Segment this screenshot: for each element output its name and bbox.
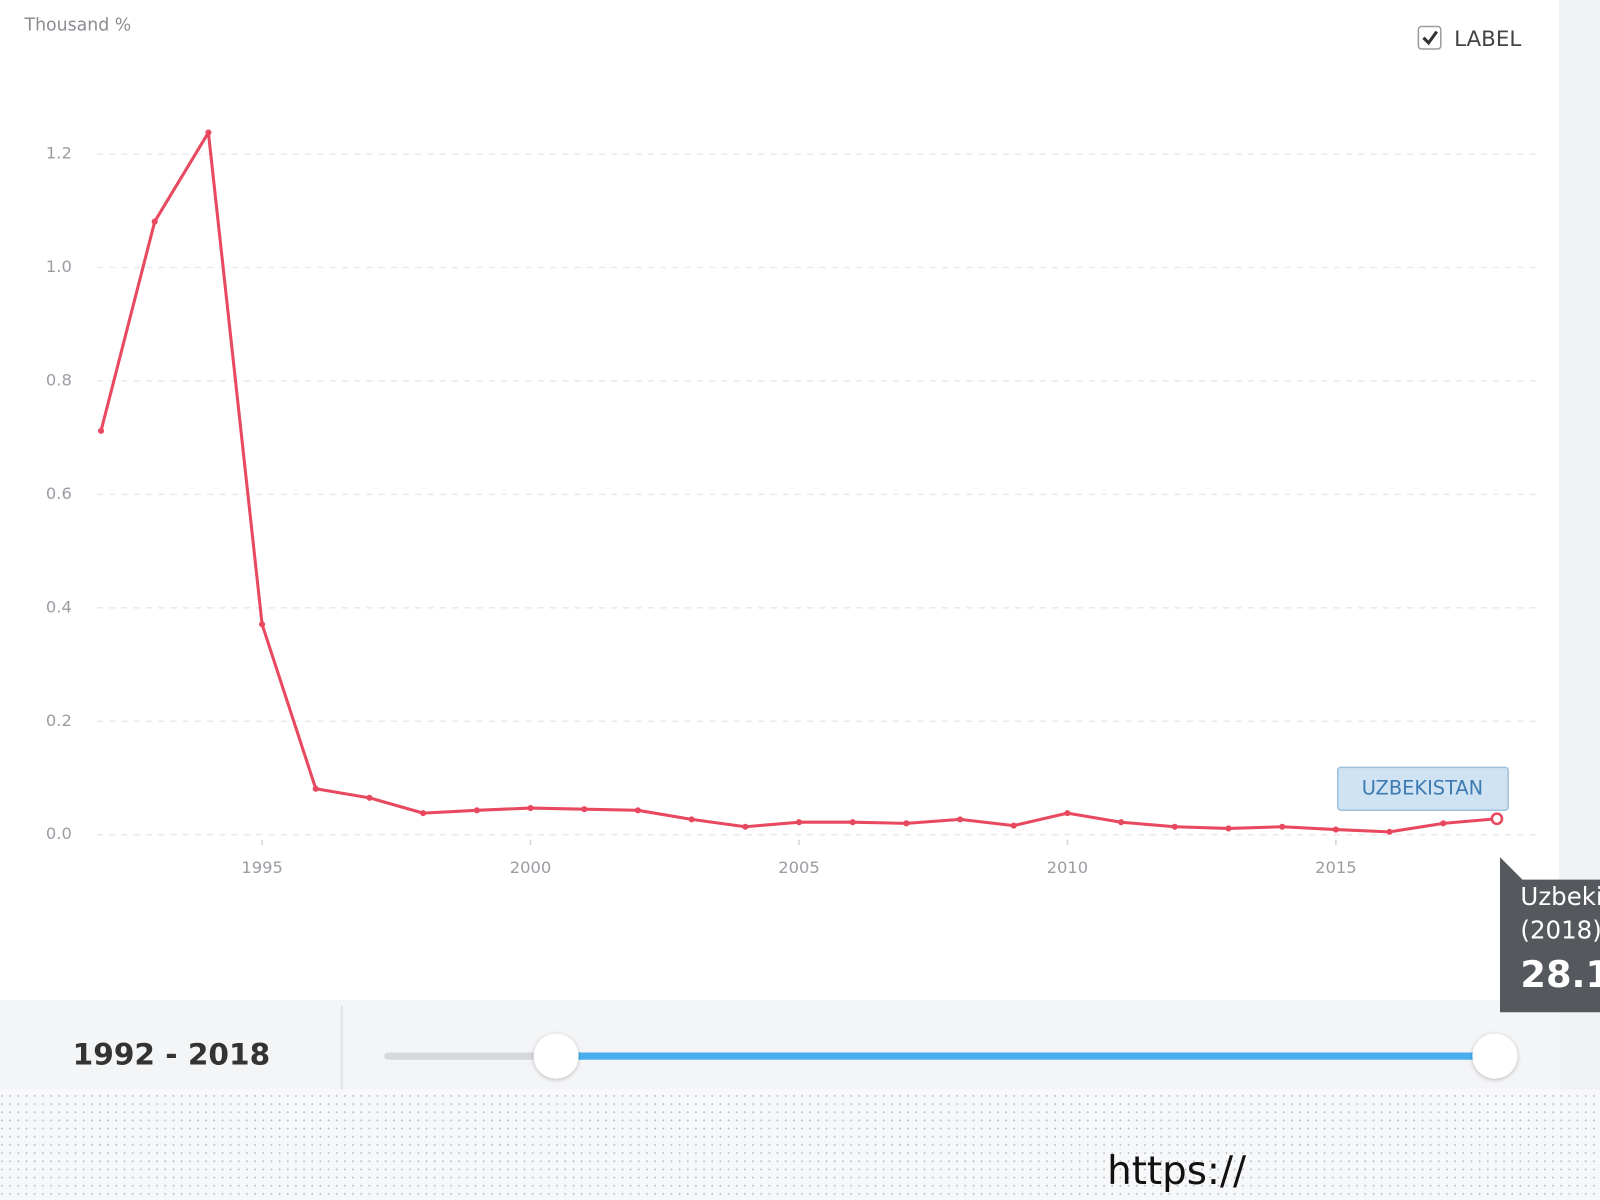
x-tick-label: 2015 bbox=[1315, 858, 1357, 877]
range-label: 1992 - 2018 bbox=[73, 1038, 271, 1072]
data-point bbox=[1118, 819, 1125, 826]
data-point bbox=[97, 427, 105, 434]
footer-pattern bbox=[0, 1089, 1600, 1200]
plot-background bbox=[0, 0, 1559, 1000]
x-tick-label: 2005 bbox=[778, 858, 820, 877]
data-point bbox=[849, 819, 856, 826]
label-checkbox[interactable] bbox=[1417, 25, 1442, 50]
data-point bbox=[634, 807, 641, 814]
data-point bbox=[205, 129, 212, 136]
data-point bbox=[1171, 823, 1178, 830]
data-point bbox=[312, 785, 319, 792]
footer-url: https:// bbox=[1107, 1149, 1247, 1194]
slider-panel bbox=[0, 1000, 1560, 1090]
data-point bbox=[688, 816, 695, 823]
slider-handle-start[interactable] bbox=[533, 1033, 579, 1079]
tooltip-value: 28.1 bbox=[1520, 953, 1600, 996]
data-point bbox=[366, 794, 373, 801]
data-point bbox=[420, 810, 427, 817]
data-point bbox=[1332, 826, 1339, 833]
y-tick-label: 0.0 bbox=[46, 824, 72, 843]
data-point bbox=[151, 218, 158, 225]
x-tick-label: 2010 bbox=[1047, 858, 1089, 877]
series-label-box: UZBEKISTAN bbox=[1336, 766, 1509, 811]
data-point bbox=[1386, 828, 1393, 835]
label-toggle-text[interactable]: LABEL bbox=[1454, 27, 1521, 52]
data-point bbox=[1010, 822, 1017, 829]
y-axis-label: Thousand % bbox=[23, 16, 131, 36]
y-tick-label: 1.0 bbox=[46, 257, 72, 276]
checkbox-check bbox=[1422, 30, 1438, 46]
y-tick-label: 0.6 bbox=[46, 484, 72, 503]
data-point bbox=[259, 621, 266, 628]
tooltip-title: Uzbekistan bbox=[1520, 882, 1600, 911]
x-tick-label: 2000 bbox=[510, 858, 552, 877]
data-point bbox=[527, 804, 534, 812]
data-point bbox=[742, 823, 749, 830]
x-tick-label: 1995 bbox=[241, 858, 283, 877]
data-point bbox=[473, 807, 480, 814]
y-tick-label: 1.2 bbox=[46, 144, 72, 163]
data-point bbox=[1279, 823, 1286, 830]
y-tick-label: 0.4 bbox=[46, 597, 72, 616]
data-point bbox=[956, 816, 964, 823]
data-point bbox=[795, 819, 803, 826]
data-point bbox=[1064, 810, 1071, 817]
series-label-background bbox=[1336, 766, 1509, 811]
y-tick-label: 0.8 bbox=[46, 370, 72, 389]
slider-handle-end[interactable] bbox=[1472, 1033, 1518, 1079]
data-point bbox=[1490, 812, 1504, 826]
data-point bbox=[1225, 825, 1232, 832]
tooltip-box bbox=[1500, 857, 1600, 1013]
tooltip-year: (2018) bbox=[1520, 916, 1600, 945]
data-point bbox=[1440, 820, 1447, 827]
data-point bbox=[903, 820, 910, 827]
series-label: UZBEKISTAN bbox=[1362, 776, 1483, 799]
y-tick-label: 0.2 bbox=[46, 711, 72, 730]
tooltip: Uzbekistan (2018) 28.1 bbox=[1500, 857, 1600, 1013]
data-point bbox=[581, 806, 588, 813]
